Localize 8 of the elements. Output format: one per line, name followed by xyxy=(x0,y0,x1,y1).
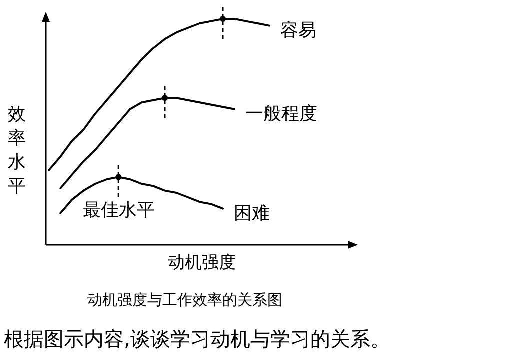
series-label: 一般程度 xyxy=(246,103,318,124)
annotation: 最佳水平 xyxy=(83,200,155,221)
text: 根据图示内容,谈谈学习动机与学习的关系。 xyxy=(4,327,390,351)
x-axis-title: 动机强度 xyxy=(168,253,236,273)
y-axis-title: 效率水平 xyxy=(8,104,26,197)
text: 动机强度与工作效率的关系图 xyxy=(88,291,282,309)
series-label: 困难 xyxy=(234,202,270,224)
series-label: 容易 xyxy=(280,20,316,41)
